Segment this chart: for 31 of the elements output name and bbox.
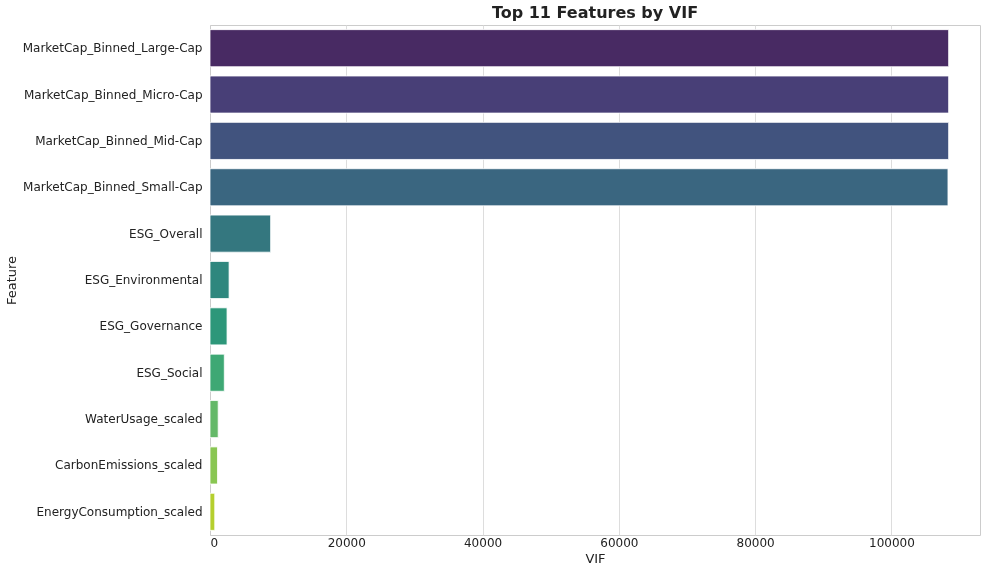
y-tick-label: ESG_Environmental <box>84 273 203 287</box>
y-tick-label: ESG_Social <box>136 365 203 380</box>
bar <box>209 400 219 439</box>
bar <box>209 29 950 68</box>
bar <box>209 75 950 114</box>
bar <box>209 261 230 299</box>
x-axis-title: VIF <box>585 550 606 566</box>
y-tick-label: MarketCap_Binned_Large-Cap <box>22 41 203 56</box>
y-tick-label: ESG_Governance <box>99 319 203 334</box>
y-tick-label: MarketCap_Binned_Mid-Cap <box>35 133 203 148</box>
bar <box>209 214 272 253</box>
x-tick-label: 60000 <box>600 535 639 550</box>
y-tick-label: WaterUsage_scaled <box>85 412 203 427</box>
bar <box>209 353 225 392</box>
y-tick-label: CarbonEmissions_scaled <box>55 458 203 473</box>
x-tick-label: 80000 <box>736 535 775 550</box>
x-tick-label: 40000 <box>463 535 503 550</box>
x-tick-label: 0 <box>210 535 219 550</box>
y-tick-label: EnergyConsumption_scaled <box>36 504 203 519</box>
x-tick-label: 20000 <box>327 535 366 550</box>
bar <box>209 446 218 485</box>
y-tick-label: ESG_Overall <box>129 226 203 241</box>
chart-title: Top 11 Features by VIF <box>491 3 699 22</box>
y-tick-label: MarketCap_Binned_Micro-Cap <box>23 87 203 102</box>
y-axis-title: Feature <box>3 255 19 306</box>
y-tick-label: MarketCap_Binned_Small-Cap <box>23 180 203 195</box>
bar <box>209 307 228 346</box>
bar <box>209 121 950 160</box>
bar <box>209 168 949 207</box>
x-tick-label: 100000 <box>869 535 915 550</box>
bar <box>209 492 216 531</box>
